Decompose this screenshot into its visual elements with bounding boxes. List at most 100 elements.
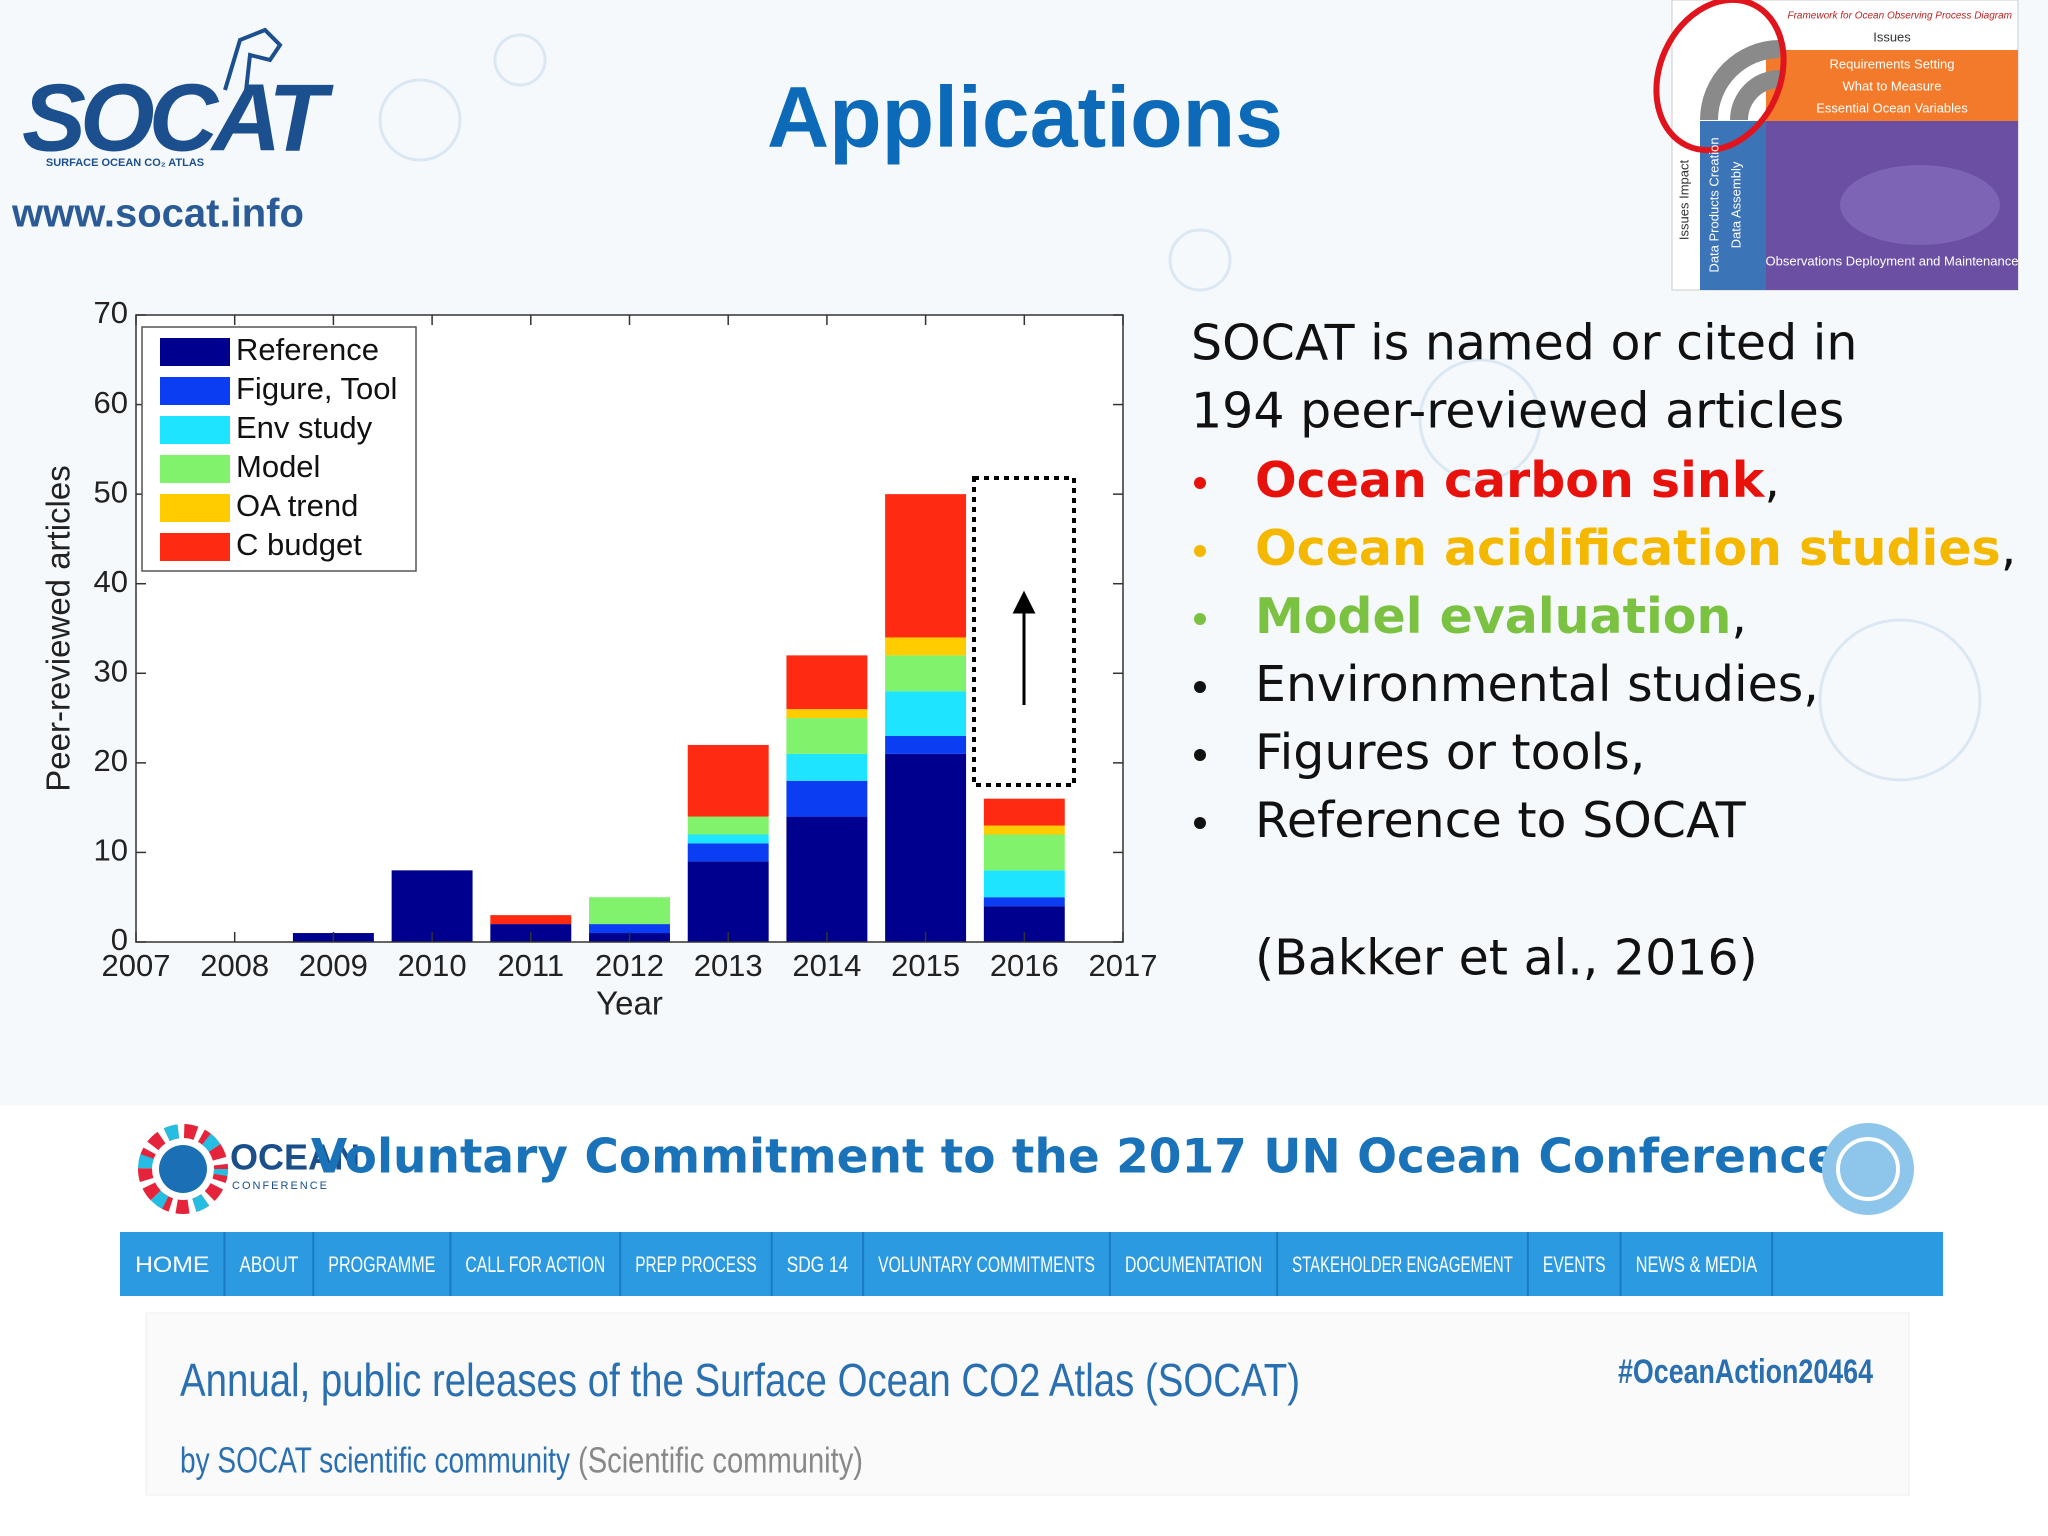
logo: SOCAT	[22, 64, 334, 171]
x-tick-label: 2014	[792, 948, 861, 983]
bullet-text: Reference to SOCAT	[1255, 792, 1747, 849]
nav-item[interactable]: DOCUMENTATION	[1125, 1252, 1262, 1277]
bar-segment	[885, 494, 967, 638]
bullet-punct: ,	[2001, 520, 2017, 577]
bar-segment	[983, 870, 1065, 898]
bullet: Ocean acidification studies,	[1255, 520, 2016, 577]
bullet-text: Model evaluation	[1255, 588, 1731, 645]
bar-segment	[687, 861, 769, 942]
bar-segment	[786, 753, 868, 781]
y-tick-label: 40	[94, 564, 128, 599]
x-tick-label: 2010	[398, 948, 467, 983]
bar-segment	[786, 709, 868, 719]
bar-segment	[687, 744, 769, 817]
bar-segment	[786, 816, 868, 942]
bullet-text: Environmental studies,	[1255, 656, 1819, 713]
bullet-dot	[1194, 681, 1206, 693]
url: www.socat.info	[11, 192, 304, 236]
conference-logo: OCEAN	[230, 1137, 360, 1178]
bar-segment	[589, 924, 670, 934]
y-axis-label: Peer-reviewed articles	[40, 465, 77, 791]
nav-item[interactable]: CALL FOR ACTION	[465, 1252, 605, 1277]
diagram-heading: Framework for Ocean Observing Process Di…	[1787, 11, 2012, 22]
background-pattern	[378, 33, 1982, 782]
x-tick-label: 2012	[595, 948, 664, 983]
nav-item[interactable]: SDG 14	[787, 1252, 848, 1277]
conference-title: Voluntary Commitment to the 2017 UN Ocea…	[311, 1130, 1839, 1185]
nav-item[interactable]: PROGRAMME	[328, 1252, 435, 1277]
legend-swatch	[160, 533, 230, 561]
diagram-side-label: Issues Impact	[1676, 160, 1691, 241]
bullet-punct: ,	[1764, 452, 1780, 509]
legend-swatch	[160, 377, 230, 405]
bullet-text: Ocean acidification studies	[1255, 520, 2001, 577]
nav-item[interactable]: VOLUNTARY COMMITMENTS	[878, 1252, 1095, 1277]
commitment-by-type: (Scientific community)	[578, 1440, 863, 1481]
diagram-step: Essential Ocean Variables	[1816, 100, 1968, 115]
highlight-box	[972, 476, 1076, 787]
bullet-dot	[1194, 477, 1206, 489]
nav-item[interactable]: ABOUT	[239, 1252, 298, 1277]
y-tick-label: 50	[94, 474, 128, 509]
legend-box	[141, 326, 417, 572]
bullet-text: Ocean carbon sink	[1255, 452, 1766, 509]
diagram-footer: Observations Deployment and Maintenance	[1766, 253, 2019, 268]
diagram-issues: Issues	[1873, 29, 1911, 44]
bar-segment	[786, 655, 868, 710]
legend-label: Figure, Tool	[236, 371, 397, 406]
bar-segment	[885, 735, 967, 754]
bar-segment	[983, 897, 1065, 907]
nav-item[interactable]: PREP PROCESS	[635, 1252, 756, 1277]
legend-label: Env study	[236, 410, 373, 445]
nav-bar	[120, 1232, 1943, 1296]
bullet-dot	[1194, 545, 1206, 557]
commitment-by: by SOCAT scientific community	[180, 1440, 570, 1481]
legend-label: Model	[236, 449, 320, 484]
bar-segment	[885, 655, 967, 692]
bar-segment	[786, 780, 868, 817]
diagram-step: Requirements Setting	[1829, 56, 1954, 71]
legend-label: Reference	[236, 332, 379, 367]
bar-segment	[391, 870, 473, 942]
bar-segment	[786, 718, 868, 754]
conference-logo-wheel	[138, 1124, 228, 1214]
x-axis-label: Year	[596, 985, 663, 1022]
bar-segment	[885, 691, 967, 736]
bullet: Figures or tools,	[1255, 724, 1645, 781]
x-tick-label: 2013	[694, 948, 763, 983]
legend-swatch	[160, 338, 230, 366]
x-tick-label: 2008	[200, 948, 269, 983]
bar-segment	[589, 897, 670, 925]
x-tick-label: 2007	[102, 948, 171, 983]
process-diagram	[1653, 0, 2019, 291]
commitment-tag: #OceanAction20464	[1618, 1353, 1873, 1391]
y-tick-label: 0	[111, 922, 128, 957]
chart: 0 10 20 30 40 50 60 70 2007 2008 2009 2010 2011 2012 2…	[40, 295, 1158, 1022]
x-tick-label: 2017	[1089, 948, 1158, 983]
nav-item[interactable]: EVENTS	[1543, 1252, 1606, 1277]
summary: SOCAT is named or cited in 194 peer-revie…	[1191, 315, 2016, 987]
nav-item[interactable]: HOME	[135, 1252, 209, 1277]
bar-segment	[687, 843, 769, 862]
bar-segment	[983, 798, 1065, 826]
summary-intro: 194 peer-reviewed articles	[1191, 383, 1844, 440]
bar-segment	[983, 834, 1065, 871]
bar-segment	[490, 915, 572, 925]
y-tick-label: 70	[94, 295, 128, 330]
diagram-side-label: Data Assembly	[1728, 161, 1743, 248]
bar-segment	[983, 825, 1065, 835]
summary-intro: SOCAT is named or cited in	[1191, 315, 1857, 372]
nav-item[interactable]: NEWS & MEDIA	[1636, 1252, 1758, 1277]
nav-item[interactable]: STAKEHOLDER ENGAGEMENT	[1292, 1252, 1513, 1277]
bullet-punct: ,	[1731, 588, 1747, 645]
legend-swatch	[160, 416, 230, 444]
y-tick-label: 10	[94, 833, 128, 868]
nav: HOME ABOUT PROGRAMME CALL FOR ACTION PREP PR…	[135, 1232, 1774, 1296]
bar-segment	[687, 834, 769, 844]
bullet: Environmental studies,	[1255, 656, 1819, 713]
bullet-dot	[1194, 817, 1206, 829]
y-tick-label: 30	[94, 653, 128, 688]
legend-label: OA trend	[236, 488, 358, 523]
